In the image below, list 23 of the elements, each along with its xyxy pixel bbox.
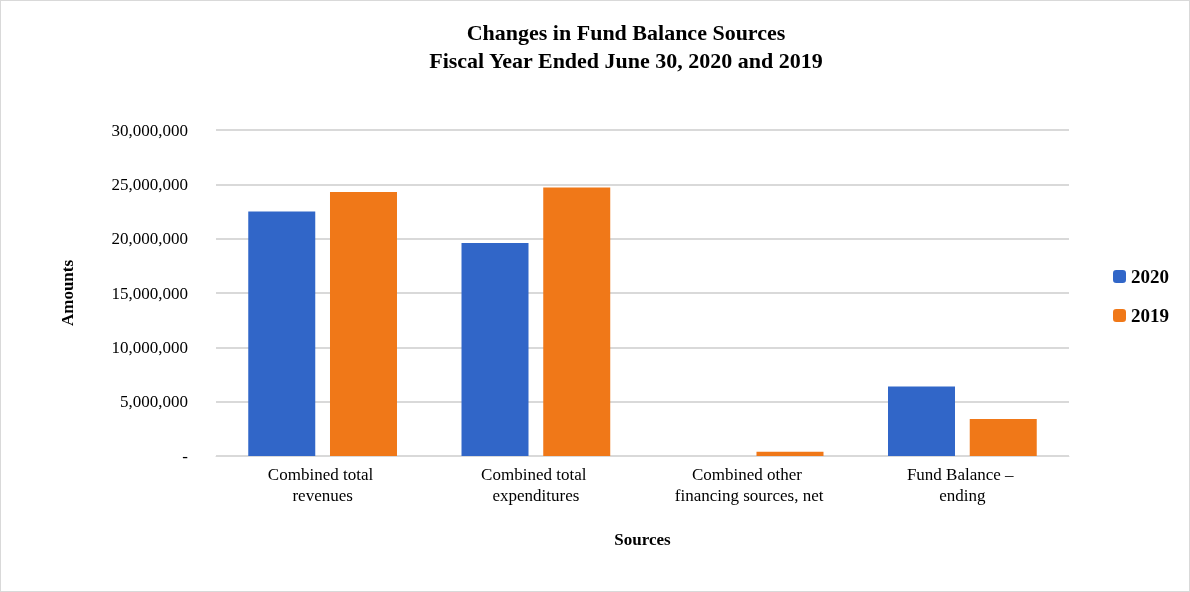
x-axis-title: Sources	[614, 530, 672, 549]
bar	[756, 451, 824, 456]
x-tick-label: Combined other financing sources, net	[674, 465, 824, 505]
y-tick-label: 25,000,000	[111, 174, 188, 194]
y-tick-label: 5,000,000	[120, 392, 188, 412]
x-tick-label: Combined total revenues	[267, 465, 378, 505]
bar	[461, 243, 529, 456]
x-tick-label: Combined total expenditures	[481, 465, 591, 505]
chart-title: Changes in Fund Balance Sources Fiscal Year Ended June 30, 2020 and 2019	[429, 19, 823, 73]
bar	[888, 386, 956, 456]
y-tick-label: 20,000,000	[111, 229, 188, 249]
y-tick-label: -	[182, 446, 189, 466]
y-tick-label: 10,000,000	[111, 337, 188, 357]
bar	[543, 187, 611, 456]
bar	[969, 419, 1037, 456]
y-tick-label: 15,000,000	[111, 283, 188, 303]
legend-label: 2019	[1131, 305, 1169, 326]
y-tick-label: 30,000,000	[111, 120, 188, 140]
y-axis-title: Amounts	[58, 259, 77, 327]
bar	[330, 191, 397, 456]
bar	[248, 211, 316, 456]
legend-label: 2020	[1131, 266, 1169, 287]
x-tick-label: Fund Balance – ending	[906, 465, 1018, 505]
